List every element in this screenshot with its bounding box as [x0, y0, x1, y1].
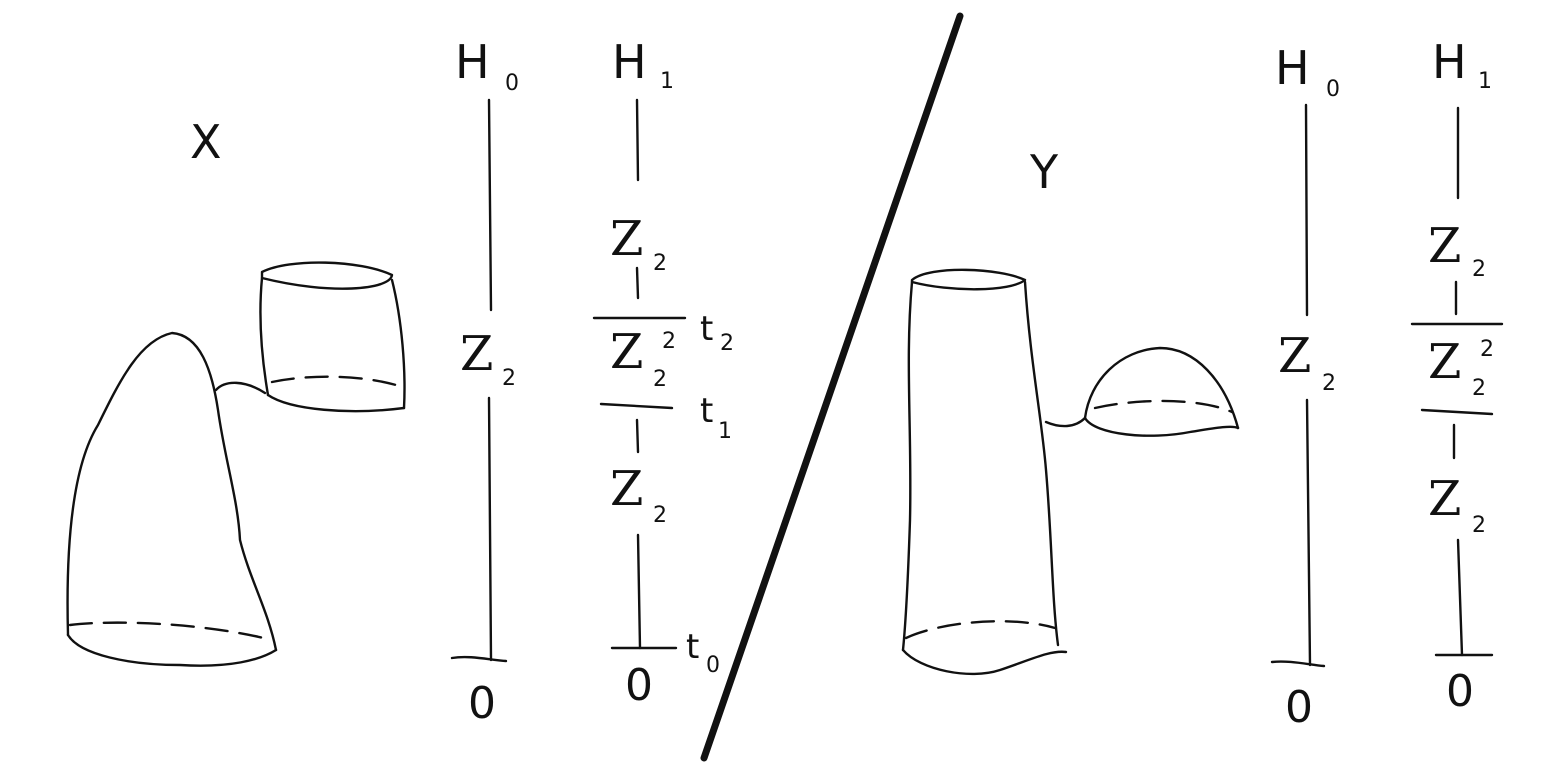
- cylinder-y-top: [910, 268, 1027, 291]
- cylinder-x-top: [260, 261, 394, 290]
- cone-outline: [66, 331, 278, 652]
- h1-x-group-bottom-sub: 2: [653, 503, 667, 528]
- cylinder-shape-y: [901, 268, 1068, 676]
- h1-label-x: H: [612, 35, 647, 89]
- h1-x-zero: 0: [625, 660, 653, 711]
- cylinder-shape-x: [259, 261, 406, 413]
- h1-y-group-top: Z: [1428, 218, 1461, 274]
- h0-x-bar-bottom: [487, 396, 493, 662]
- h1-x-seg-1: [635, 98, 640, 182]
- time-t0-sub: 0: [706, 653, 720, 678]
- dome-shape: [1044, 346, 1240, 437]
- cone-base-front: [66, 633, 278, 667]
- h1-x-seg-4: [636, 533, 642, 650]
- h0-sub-x: 0: [505, 71, 519, 96]
- h0-x-baseline: [450, 655, 508, 663]
- h0-y-group: Z: [1278, 328, 1311, 384]
- h1-y-group-bottom-sub: 2: [1472, 513, 1486, 538]
- h1-x-seg-2: [635, 266, 640, 300]
- space-y-text: Y: [1029, 145, 1059, 199]
- cone-neck: [214, 381, 267, 395]
- panel-divider: [700, 12, 964, 762]
- h1-x-group-top: Z: [610, 211, 643, 267]
- h0-y-bar-bottom: [1305, 398, 1312, 667]
- h1-x-group-sq: Z: [610, 324, 643, 380]
- h1-y-group-sq-sup: 2: [1480, 337, 1494, 362]
- h1-sub-y: 1: [1478, 69, 1492, 94]
- h0-label-y: H: [1275, 41, 1310, 95]
- cylinder-x-bottom: [266, 393, 406, 413]
- cylinder-x-bottom-back: [270, 375, 398, 387]
- time-t0-label: t: [686, 627, 699, 667]
- h1-sub-x: 1: [660, 69, 674, 94]
- h1-x-group-sq-sub: 2: [653, 367, 667, 392]
- h0-sub-y: 0: [1326, 77, 1340, 102]
- space-y-label: Y: [1029, 145, 1059, 199]
- cylinder-y-right: [1023, 280, 1060, 647]
- h0-x-bar-top: [487, 98, 493, 312]
- cylinder-y-bottom: [901, 648, 1068, 676]
- barcode-x-h0: H 0 Z 2 0: [450, 35, 519, 729]
- h0-x-group-sub: 2: [502, 366, 516, 391]
- h1-y-group-sq-sub: 2: [1472, 376, 1486, 401]
- h1-y-group-sq: Z: [1428, 334, 1461, 390]
- space-x-text: X: [190, 115, 222, 169]
- dome-outline: [1083, 346, 1240, 430]
- h0-label-x: H: [455, 35, 490, 89]
- h1-y-group-bottom: Z: [1428, 471, 1461, 527]
- h1-x-group-top-sub: 2: [653, 251, 667, 276]
- h0-x-zero: 0: [468, 678, 496, 729]
- cylinder-x-right: [390, 278, 406, 410]
- cone-shape: [66, 331, 278, 667]
- h1-y-seg-4: [1456, 538, 1464, 657]
- dome-base-front: [1083, 416, 1240, 437]
- dome-base-back: [1093, 399, 1234, 414]
- h0-y-baseline: [1270, 660, 1326, 668]
- h0-x-group: Z: [460, 326, 493, 382]
- time-t1-sub: 1: [718, 419, 732, 444]
- h1-y-group-top-sub: 2: [1472, 257, 1486, 282]
- h1-label-y: H: [1432, 35, 1467, 89]
- cylinder-y-bottom-back: [904, 620, 1057, 640]
- h1-x-seg-3: [635, 418, 640, 454]
- h1-x-group-bottom: Z: [610, 461, 643, 517]
- time-t2-label: t: [700, 309, 713, 349]
- cylinder-y-left: [901, 280, 914, 652]
- barcode-y-h0: H 0 Z 2 0: [1270, 41, 1340, 733]
- barcode-y-h1: H 1 Z 2 Z 2 2 Z 2 0: [1410, 35, 1504, 717]
- h1-x-tick-t1: [599, 402, 674, 410]
- time-t1-label: t: [700, 391, 713, 431]
- dome-neck: [1044, 416, 1087, 428]
- h1-y-zero: 0: [1446, 666, 1474, 717]
- h0-y-group-sub: 2: [1322, 371, 1336, 396]
- time-t2-sub: 2: [720, 331, 734, 356]
- barcode-x-h1: H 1 Z 2 Z 2 2 Z 2 0 t 2 t 1 t 0: [592, 35, 734, 711]
- h0-y-bar-top: [1304, 103, 1309, 317]
- cylinder-x-left: [259, 276, 270, 397]
- cone-base-back: [68, 621, 274, 642]
- h1-x-group-sq-sup: 2: [662, 329, 676, 354]
- space-x-label: X: [190, 115, 222, 169]
- h1-y-tick-lower: [1420, 408, 1494, 416]
- h0-y-zero: 0: [1285, 682, 1313, 733]
